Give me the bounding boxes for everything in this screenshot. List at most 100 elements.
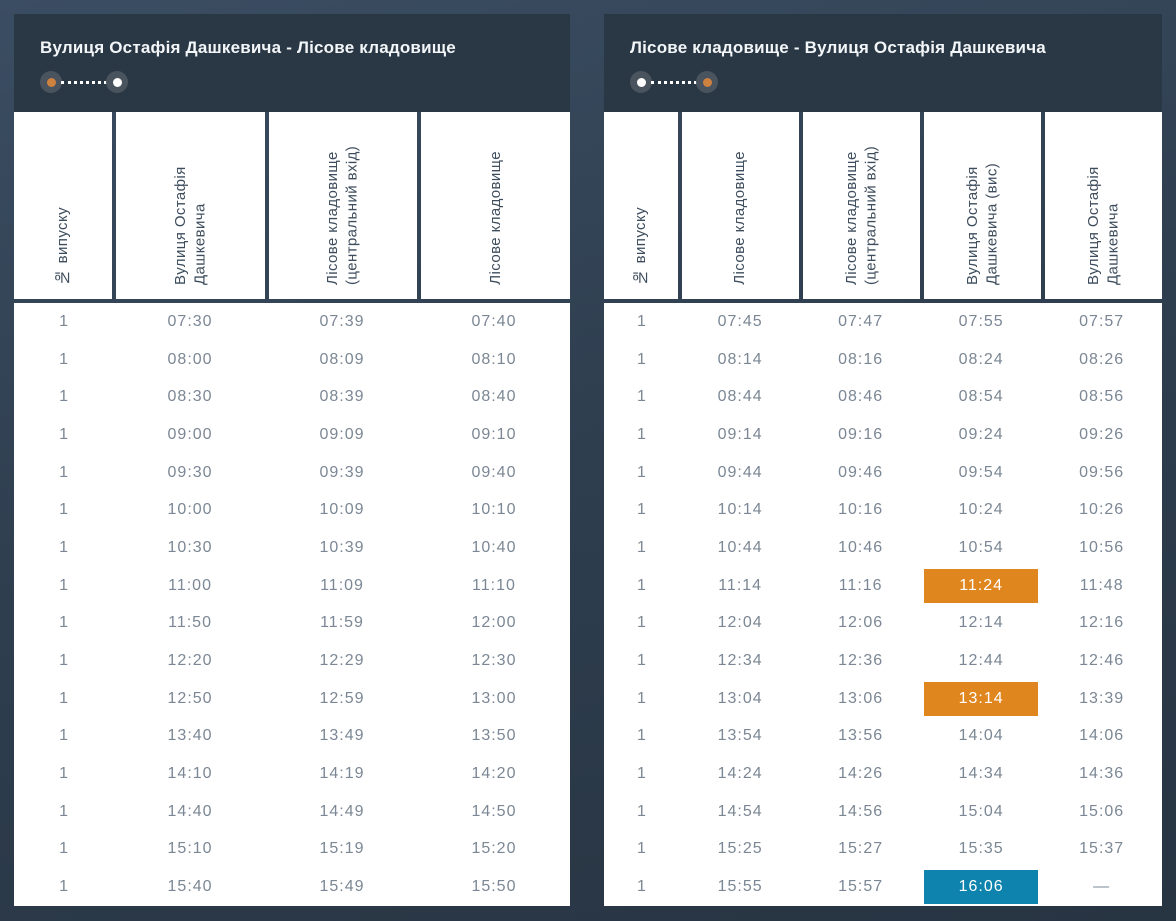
time-cell: 07:30 [167,312,213,330]
timetable-row: 1 11:50 11:59 12:00 [14,605,570,643]
timetable-row: 1 08:14 08:16 08:24 08:26 [604,341,1162,379]
time-cell: 11:24 [921,567,1042,605]
time-cell: 14:34 [958,765,1004,783]
time-cell: 07:57 [1079,312,1125,330]
time-cell: 08:24 [958,350,1004,368]
trip-number-cell: 1 [636,501,647,519]
time-cell: 08:54 [958,388,1004,406]
trip-number-cell: 1 [636,350,647,368]
trip-number-cell: 1 [636,388,647,406]
timetable-row: 1 12:04 12:06 12:14 12:16 [604,605,1162,643]
time-cell: 13:00 [471,689,517,707]
time-cell: 15:25 [717,840,763,858]
time-cell: 14:36 [1079,765,1125,783]
trip-number-cell: 1 [636,765,647,783]
timetable-row: 1 14:24 14:26 14:34 14:36 [604,755,1162,793]
time-cell: 08:46 [838,388,884,406]
trip-number-cell: 1 [636,576,647,594]
time-cell: 08:00 [167,350,213,368]
time-cell: 09:10 [471,425,517,443]
time-cell: 12:20 [167,652,213,670]
time-cell: 14:10 [167,765,213,783]
column-header-label: Лісове кладовище (центральний вхід) [324,145,361,285]
time-cell: 13:54 [717,727,763,745]
time-cell: 14:19 [319,765,365,783]
trip-number-cell: 1 [59,727,69,745]
trip-number-cell: 1 [59,388,69,406]
time-cell: 13:56 [838,727,884,745]
route-start-stop-icon [630,71,652,93]
column-header: Лісове кладовище [681,112,799,299]
time-cell: 07:39 [319,312,365,330]
time-cell: 15:40 [167,878,213,896]
trip-number-cell: 1 [59,350,69,368]
time-cell: 15:06 [1079,802,1125,820]
time-cell: 11:14 [718,576,763,594]
highlighted-time-badge[interactable]: 13:14 [924,681,1039,716]
trip-number-cell: 1 [59,802,69,820]
time-cell: 09:09 [319,425,365,443]
time-cell: 10:14 [717,501,763,519]
time-cell: 10:40 [471,538,517,556]
timetable-row: 1 11:14 11:16 11:24 11:48 [604,567,1162,605]
time-cell: 12:36 [838,652,884,670]
timetable-row: 1 15:55 15:57 16:06 — [604,868,1162,906]
time-cell: 10:09 [319,501,365,519]
timetable-row: 1 15:10 15:19 15:20 [14,831,570,869]
highlighted-time-badge[interactable]: 16:06 [924,870,1039,905]
time-cell: 13:49 [319,727,365,745]
time-cell: 10:00 [167,501,213,519]
timetable-row: 1 12:34 12:36 12:44 12:46 [604,642,1162,680]
time-cell: 15:35 [958,840,1004,858]
timetable-row: 1 09:14 09:16 09:24 09:26 [604,416,1162,454]
time-cell: 11:00 [168,576,212,594]
column-header-label: № випуску [54,206,72,285]
panel-header: Вулиця Остафія Дашкевича - Лісове кладов… [14,14,570,112]
trip-number-cell: 1 [636,652,647,670]
time-cell: 13:06 [838,689,884,707]
route-title: Лісове кладовище - Вулиця Остафія Дашкев… [630,38,1046,57]
timetable-panel: Вулиця Остафія Дашкевича - Лісове кладов… [14,14,570,906]
trip-number-cell: 1 [636,878,647,896]
time-cell: 14:06 [1079,727,1125,745]
route-end-stop-icon [106,71,128,93]
column-header: № випуску [604,112,678,299]
time-cell: 13:14 [921,680,1042,718]
time-cell: 12:06 [838,614,884,632]
timetable-row: 1 10:30 10:39 10:40 [14,529,570,567]
time-cell: 14:40 [167,802,213,820]
time-cell: 09:40 [471,463,517,481]
timetable-row: 1 12:50 12:59 13:00 [14,680,570,718]
time-cell: 10:24 [958,501,1004,519]
route-end-dot-icon [702,77,712,87]
column-header-label: № випуску [632,206,650,285]
timetable-row: 1 13:54 13:56 14:04 14:06 [604,718,1162,756]
time-cell: 09:30 [167,463,213,481]
time-cell: 14:26 [838,765,884,783]
time-cell: 14:49 [319,802,365,820]
column-header: Лісове кладовище (центральний вхід) [802,112,920,299]
trip-number-cell: 1 [59,538,69,556]
time-cell: 08:14 [717,350,763,368]
time-cell: 12:16 [1079,614,1125,632]
column-header-label: Вулиця Остафія Дашкевича (вис) [963,162,1001,285]
timetable-row: 1 08:30 08:39 08:40 [14,378,570,416]
time-cell: 12:44 [958,652,1004,670]
highlighted-time-badge[interactable]: 11:24 [924,568,1039,603]
time-cell: 12:46 [1079,652,1125,670]
time-cell: 09:16 [838,425,884,443]
column-headers-row: № випуску Лісове кладовище Лісове кладовищ… [604,112,1163,299]
time-cell: 11:48 [1079,576,1124,594]
time-cell: 15:20 [471,840,517,858]
trip-number-cell: 1 [59,501,69,519]
time-cell: 08:30 [167,388,213,406]
time-cell: 11:10 [472,576,516,594]
time-cell: 10:46 [838,538,884,556]
trip-number-cell: 1 [636,840,647,858]
trip-number-cell: 1 [59,878,69,896]
route-direction-indicator [630,71,1136,93]
trip-number-cell: 1 [59,312,69,330]
time-cell: 07:47 [838,312,884,330]
trip-number-cell: 1 [59,840,69,858]
